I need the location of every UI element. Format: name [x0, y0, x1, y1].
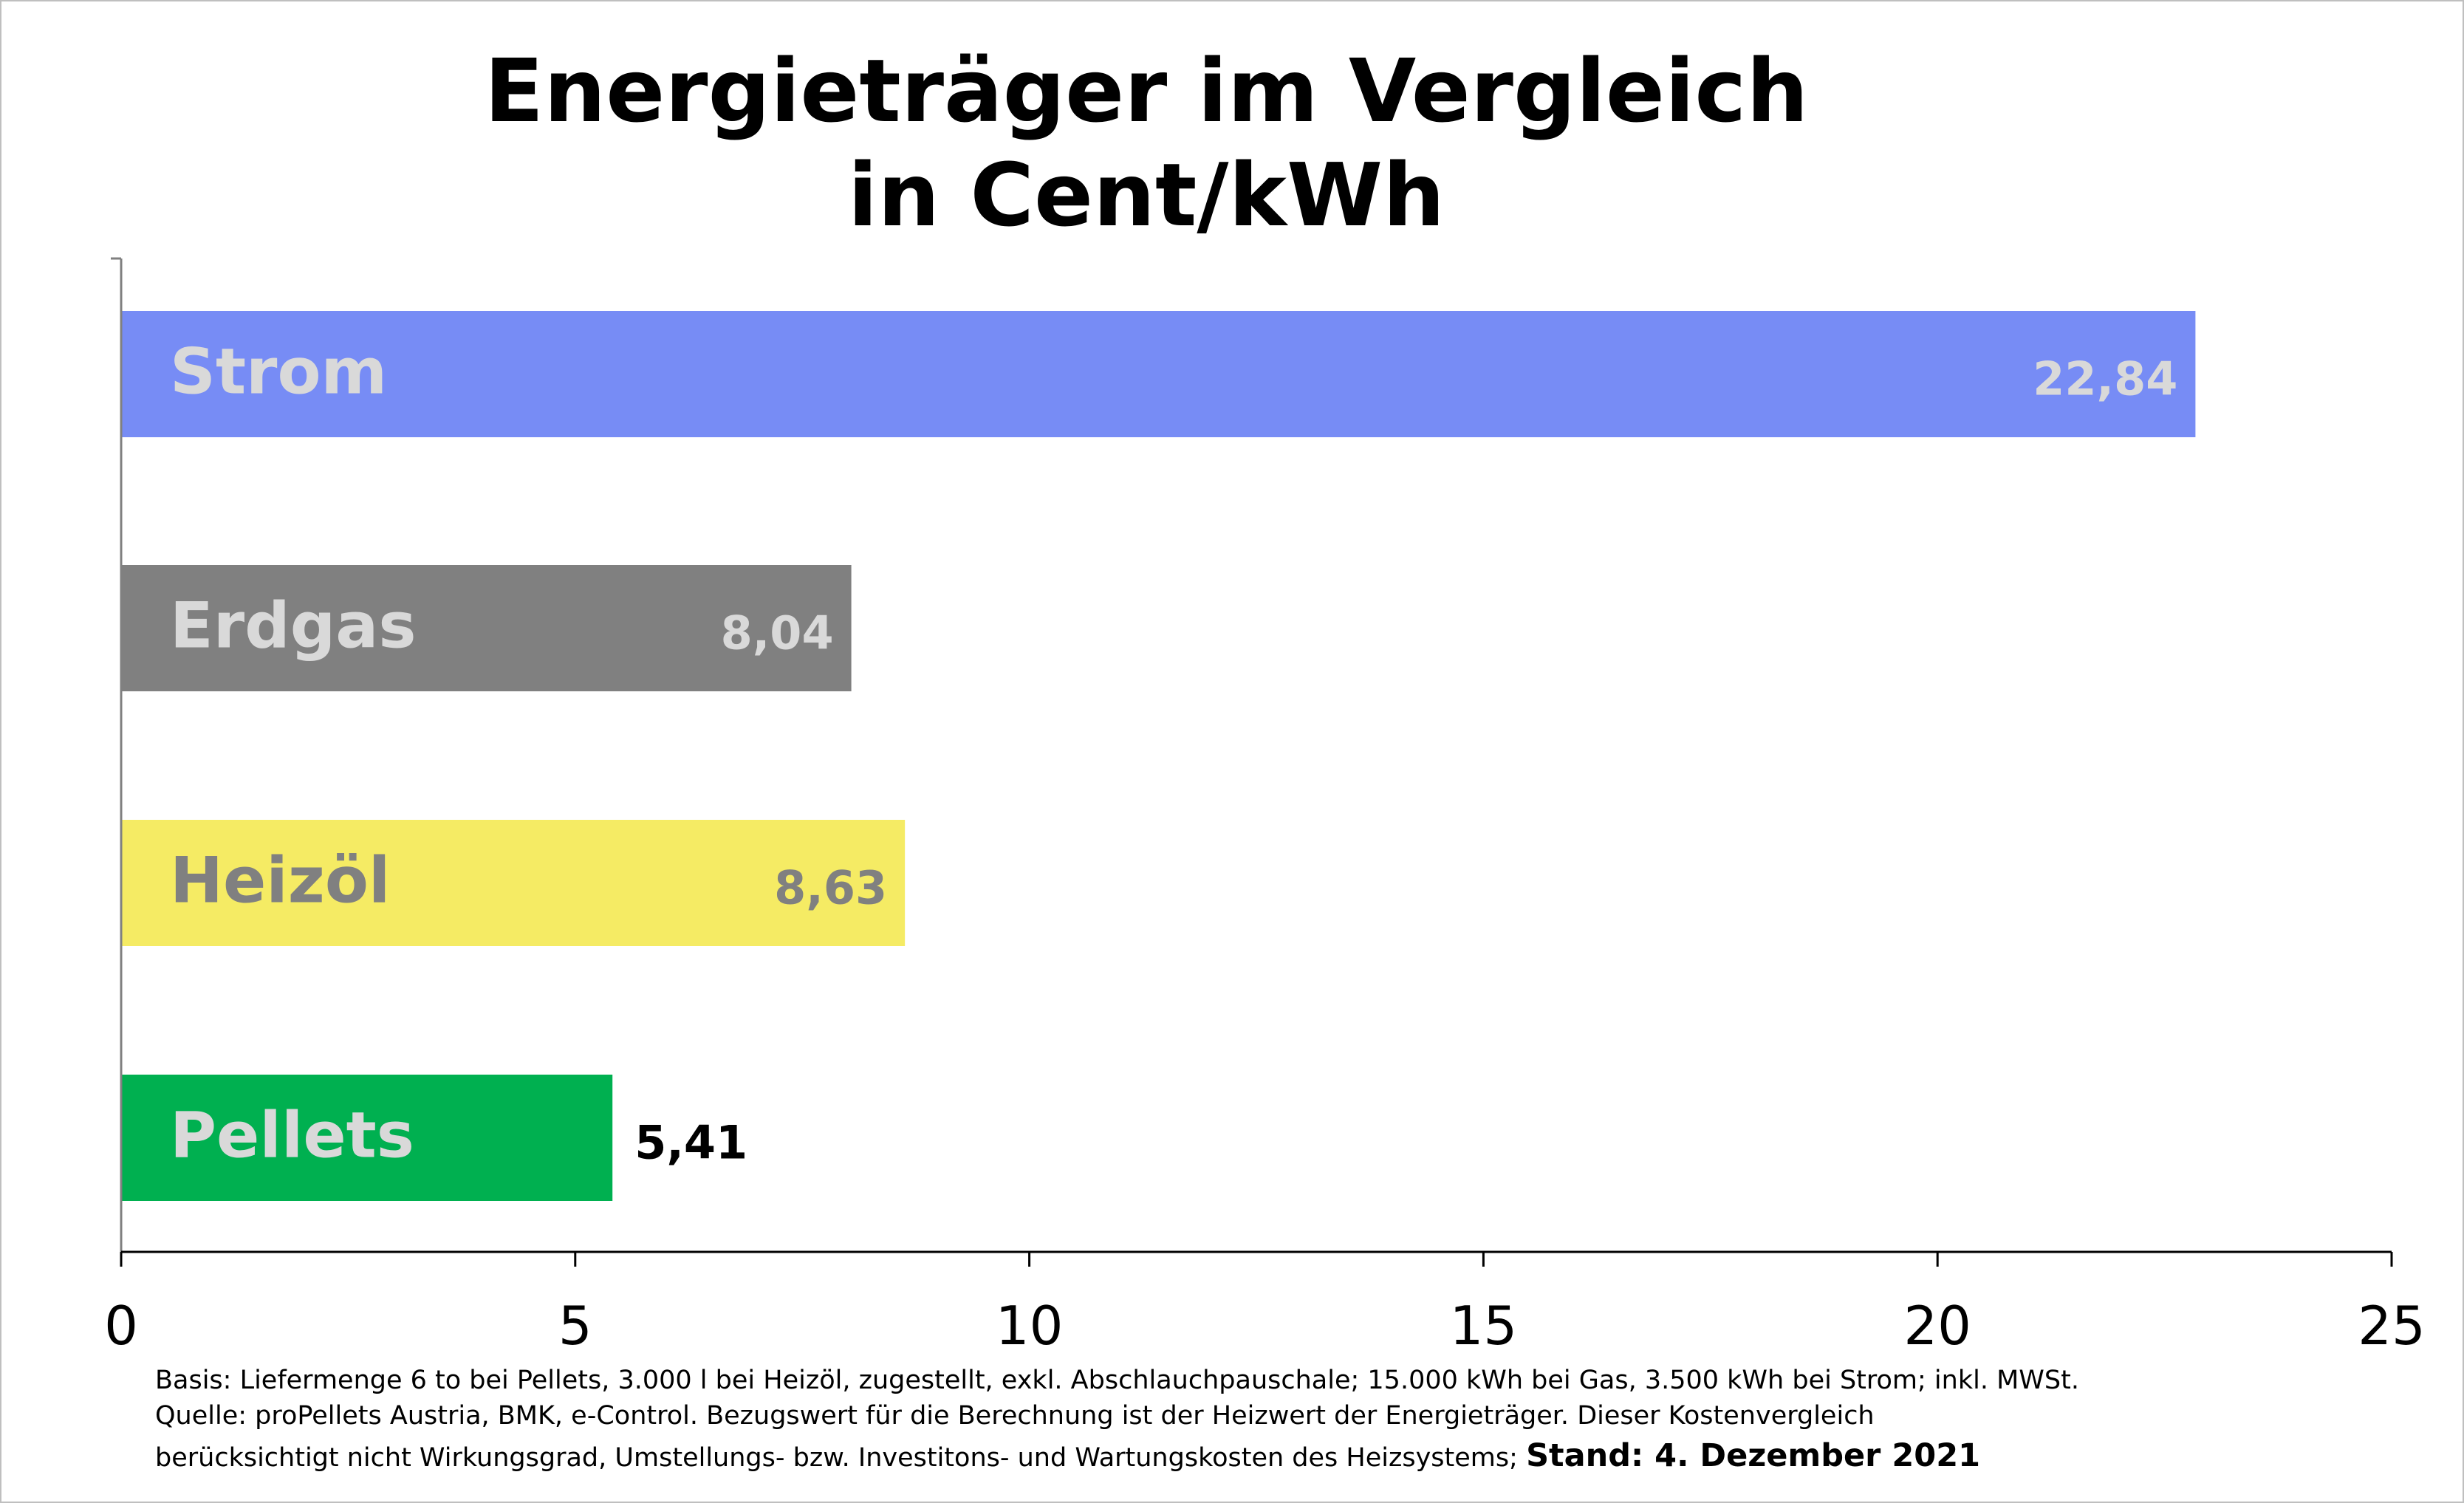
footnote-basis: Basis: Liefermenge 6 to bei Pellets, 3.0…: [155, 1366, 2079, 1395]
x-tick-label-15: 15: [1450, 1295, 1518, 1357]
data-label-erdgas: 8,04: [721, 606, 834, 660]
footnote-source: Quelle: proPellets Austria, BMK, e-Contr…: [155, 1401, 1875, 1431]
x-tick-label-0: 0: [104, 1295, 138, 1357]
footnote-disclaimer: berücksichtigt nicht Wirkungsgrad, Umste…: [155, 1440, 1980, 1472]
category-label-erdgas: Erdgas: [170, 589, 417, 663]
bar-strom: [121, 311, 2196, 437]
x-tick-label-10: 10: [996, 1295, 1064, 1357]
category-label-pellets: Pellets: [170, 1099, 414, 1173]
bar-heiz-l: [121, 820, 906, 946]
data-label-pellets: 5,41: [634, 1116, 747, 1170]
x-tick-label-5: 5: [558, 1295, 592, 1357]
x-tick-label-20: 20: [1903, 1295, 1971, 1357]
bar-erdgas: [121, 565, 852, 691]
chart-title-line-2: in Cent/kWh: [847, 144, 1445, 246]
footnote-disclaimer-text: berücksichtigt nicht Wirkungsgrad, Umste…: [155, 1443, 1518, 1473]
category-label-strom: Strom: [170, 335, 387, 409]
x-tick-label-25: 25: [2358, 1295, 2426, 1357]
bar-pellets: [121, 1075, 613, 1201]
chart-title-line-1: Energieträger im Vergleich: [484, 40, 1809, 142]
data-label-strom: 22,84: [2033, 352, 2177, 406]
data-label-heiz-l: 8,63: [774, 861, 887, 915]
footnote-date: Stand: 4. Dezember 2021: [1526, 1437, 1981, 1474]
category-label-heiz-l: Heizöl: [170, 844, 390, 918]
